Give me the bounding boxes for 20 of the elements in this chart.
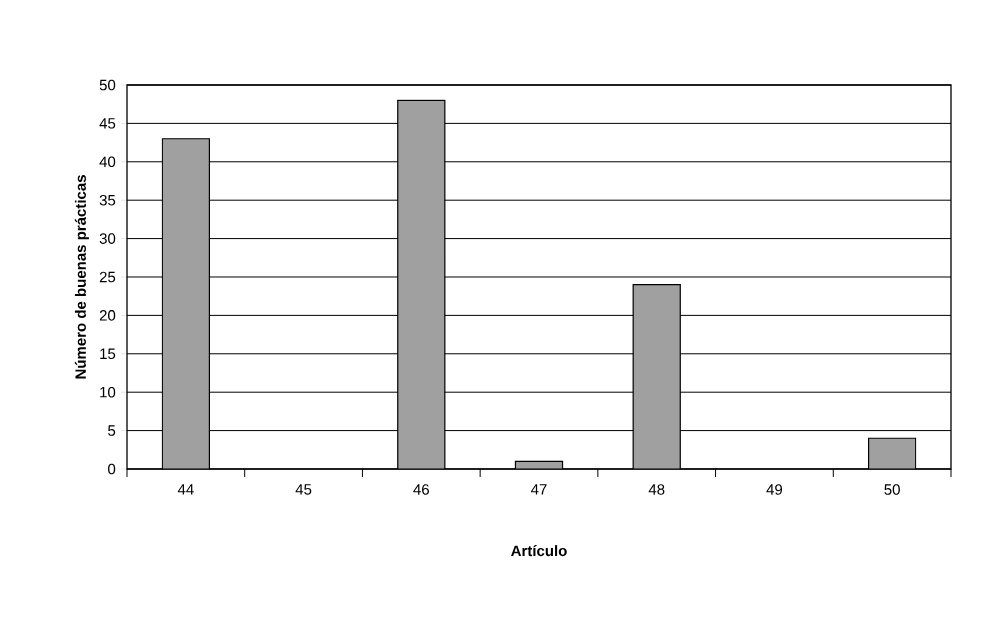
y-tick-label: 15 [100,348,116,360]
y-tick-label: 10 [100,386,116,398]
y-tick-label: 45 [99,118,116,129]
x-tick-label: 47 [531,484,547,495]
y-tick-label: 5 [108,425,116,436]
x-tick-label: 44 [177,484,194,495]
y-tick-label: 0 [108,463,116,475]
y-tick-label: 50 [99,79,116,91]
x-tick-label: 48 [648,484,665,495]
y-tick-label: 35 [99,194,116,206]
x-axis-title: Artículo [511,545,567,557]
y-tick-label: 20 [99,310,116,321]
y-tick-label: 40 [99,156,116,168]
y-tick-label: 25 [99,271,116,283]
x-tick-label: 45 [295,484,312,495]
y-tick-label: 30 [99,233,116,244]
y-axis-title: Número de buenas prácticas [74,175,89,379]
x-tick-label: 46 [413,484,429,495]
x-tick-label: 50 [884,484,900,495]
x-tick-label: 49 [766,484,783,495]
